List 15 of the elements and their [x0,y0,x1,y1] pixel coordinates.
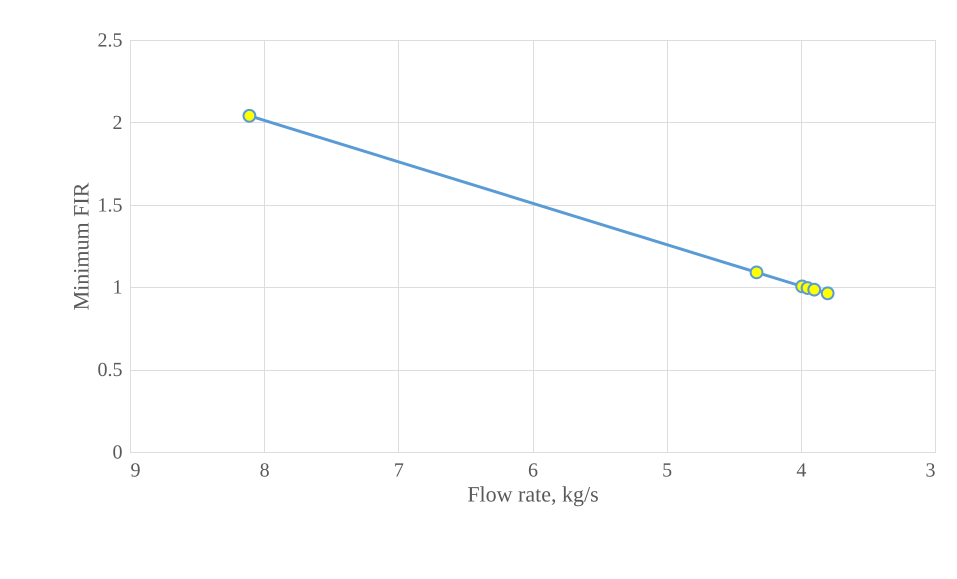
y-tick-label: 0.5 [98,359,122,382]
x-tick-label: 5 [662,460,672,482]
x-tick-label: 8 [260,460,270,482]
x-tick-label: 6 [528,460,538,482]
x-tick-label: 9 [130,460,140,482]
y-tick-label: 0 [112,442,122,464]
y-tick-label: 2.5 [98,30,122,52]
y-tick-label: 1 [112,276,122,299]
x-tick-label: 4 [796,460,806,482]
x-tick-label: 7 [394,460,404,482]
y-axis-title: Minimum FIR [68,182,94,310]
x-tick-label: 3 [926,460,936,482]
x-axis-title: Flow rate, kg/s [467,482,599,506]
y-tick-label: 1.5 [98,194,122,216]
y-tick-label: 2 [112,112,122,134]
